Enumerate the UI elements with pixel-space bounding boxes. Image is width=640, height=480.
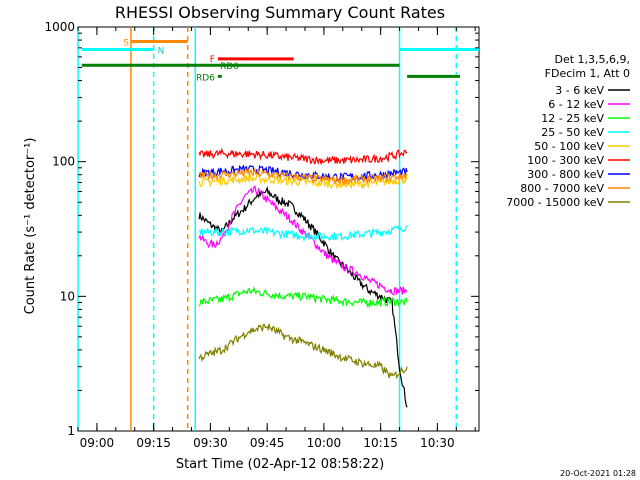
legend-label-7: 800 - 7000 keV	[520, 182, 604, 195]
legend-label-8: 7000 - 15000 keV	[506, 196, 604, 209]
legend: Det 1,3,5,6,9,FDecim 1, Att 0 3 - 6 keV6 …	[506, 53, 630, 209]
y-tick-label-2: 100	[52, 155, 75, 169]
y-tick-label-3: 1000	[44, 20, 75, 34]
interval-bars: S N F RD6 RD6	[81, 39, 479, 83]
legend-label-3: 25 - 50 keV	[541, 126, 604, 139]
x-tick-label-2: 09:30	[193, 436, 228, 450]
legend-label-4: 50 - 100 keV	[534, 140, 604, 153]
interval-label-rd6-a: RD6	[220, 62, 239, 72]
series-line-4	[198, 173, 408, 191]
series-line-1	[198, 185, 408, 296]
series-line-2	[198, 285, 408, 309]
x-tick-label-6: 10:30	[420, 436, 455, 450]
plot-frame	[77, 26, 480, 432]
legend-label-5: 100 - 300 keV	[527, 154, 604, 167]
x-tick-label-1: 09:15	[136, 436, 171, 450]
y-axis-label: Count Rate (s⁻¹ detector⁻¹)	[23, 138, 38, 315]
series-line-7	[198, 167, 408, 186]
interval-label-rd6-b: RD6	[196, 73, 215, 83]
legend-label-0: 3 - 6 keV	[555, 84, 604, 97]
y-tick-label-1: 10	[60, 289, 75, 303]
x-tick-label-3: 09:45	[250, 436, 285, 450]
legend-label-2: 12 - 25 keV	[541, 112, 604, 125]
x-axis-label: Start Time (02-Apr-12 08:58:22)	[176, 457, 384, 472]
legend-label-1: 6 - 12 keV	[548, 98, 604, 111]
series-line-5	[198, 147, 408, 165]
legend-header-1: FDecim 1, Att 0	[545, 67, 630, 80]
legend-label-6: 300 - 800 keV	[527, 168, 604, 181]
y-tick-label-0: 1	[67, 424, 75, 438]
interval-label-f: F	[210, 55, 215, 65]
x-tick-label-5: 10:15	[363, 436, 398, 450]
series-line-8	[198, 323, 408, 380]
x-tick-label-0: 09:00	[80, 436, 115, 450]
series-line-0	[198, 185, 408, 408]
series-lines	[198, 147, 408, 408]
legend-header-0: Det 1,3,5,6,9,	[554, 53, 630, 66]
interval-label-s: S	[123, 39, 129, 49]
footer-date: 20-Oct-2021 01:28	[560, 469, 636, 478]
axes-ticks: 09:00 09:15 09:30 09:45 10:00 10:15 10:30 1 10 10…	[44, 20, 479, 450]
interval-label-n: N	[158, 47, 165, 57]
series-line-6	[198, 164, 408, 182]
x-tick-label-4: 10:00	[307, 436, 342, 450]
series-line-3	[198, 224, 408, 243]
chart-title: RHESSI Observing Summary Count Rates	[115, 3, 445, 22]
vertical-markers	[77, 27, 458, 431]
